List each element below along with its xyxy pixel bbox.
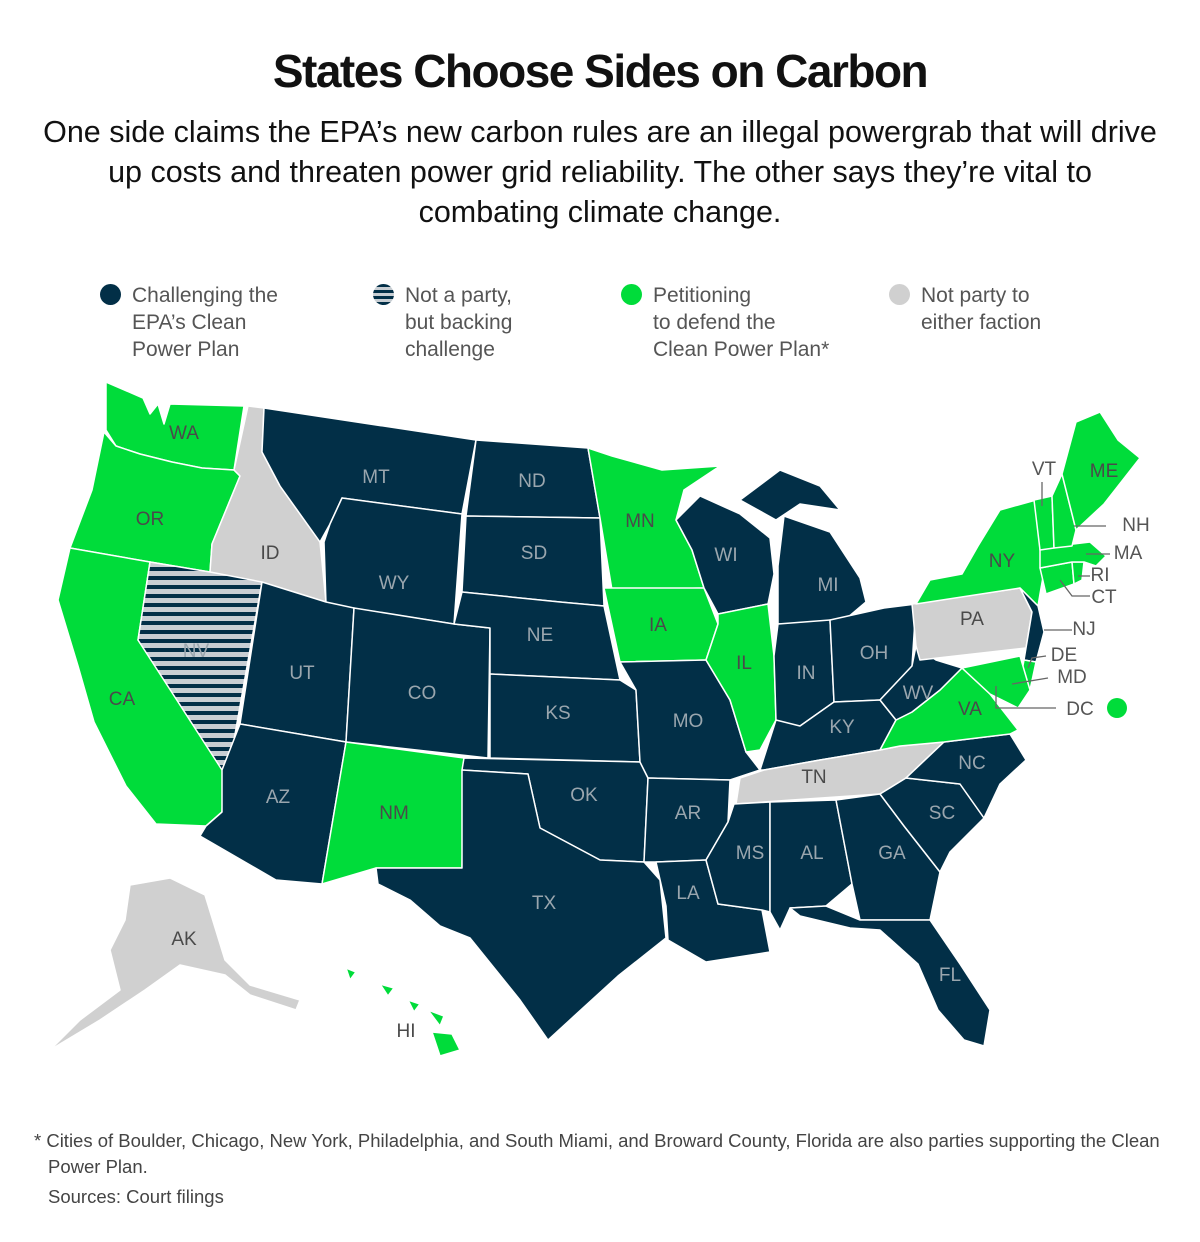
dc-marker-icon	[1107, 698, 1127, 718]
state-label-nj: NJ	[1072, 619, 1095, 640]
state-label-sc: SC	[929, 803, 955, 824]
state-md	[961, 655, 1031, 709]
state-label-tx: TX	[532, 893, 557, 914]
leader-line-de	[1027, 655, 1047, 669]
state-label-tn: TN	[801, 767, 826, 788]
state-label-de: DE	[1051, 645, 1077, 666]
legend-item-challenging: Challenging the EPA’s Clean Power Plan	[100, 282, 278, 363]
sources: Sources: Court filings	[48, 1186, 224, 1207]
us-map: WA OR CA ID NV MT WY UT AZ CO NM ND SD NE KS OK TX MN IA MO…	[49, 381, 1150, 1057]
state-label-nm: NM	[379, 803, 409, 824]
leader-line-ct	[1059, 579, 1090, 597]
state-label-ri: RI	[1091, 565, 1110, 586]
state-label-mi: MI	[817, 575, 838, 596]
state-wy	[323, 497, 463, 625]
state-label-oh: OH	[860, 643, 889, 664]
state-mi	[739, 469, 867, 625]
state-ri	[1071, 561, 1085, 585]
legend-item-backing: Not a party, but backing challenge	[373, 282, 512, 363]
state-label-ok: OK	[570, 785, 598, 806]
state-label-hi: HI	[397, 1021, 416, 1042]
state-label-il: IL	[736, 653, 752, 674]
state-label-in: IN	[797, 663, 816, 684]
state-label-pa: PA	[960, 609, 984, 630]
state-co	[345, 607, 491, 759]
state-labels: WA OR CA ID NV MT WY UT AZ CO NM ND SD NE KS OK TX MN IA MO…	[109, 423, 1150, 1042]
state-label-al: AL	[800, 843, 823, 864]
state-label-ma: MA	[1114, 543, 1143, 564]
state-label-nv: NV	[183, 641, 210, 662]
state-label-ak: AK	[171, 929, 197, 950]
state-label-ne: NE	[527, 625, 553, 646]
leader-lines	[995, 482, 1110, 709]
state-label-fl: FL	[939, 965, 961, 986]
state-label-wi: WI	[714, 545, 737, 566]
state-ma	[1039, 541, 1107, 569]
state-label-md: MD	[1057, 667, 1087, 688]
state-label-ut: UT	[289, 663, 315, 684]
legend: Challenging the EPA’s Clean Power Plan N…	[0, 282, 1200, 372]
state-label-la: LA	[676, 883, 700, 904]
state-label-ar: AR	[675, 803, 701, 824]
state-label-ca: CA	[109, 689, 136, 710]
state-ny	[915, 499, 1047, 607]
page-title: States Choose Sides on Carbon	[272, 45, 929, 97]
state-label-ms: MS	[736, 843, 765, 864]
legend-label-neither: Not party to either faction	[921, 284, 1042, 334]
state-label-mn: MN	[625, 511, 655, 532]
state-label-dc: DC	[1066, 699, 1093, 720]
state-label-mt: MT	[362, 467, 390, 488]
legend-item-neither: Not party to either faction	[889, 282, 1041, 336]
state-label-mo: MO	[673, 711, 704, 732]
legend-item-defending: Petitioning to defend the Clean Power Pl…	[621, 282, 829, 363]
state-hi	[345, 967, 461, 1057]
states-layer	[49, 381, 1141, 1057]
state-label-ny: NY	[989, 551, 1016, 572]
state-label-ia: IA	[649, 615, 667, 636]
state-label-ga: GA	[878, 843, 906, 864]
state-label-wy: WY	[379, 573, 410, 594]
state-wi	[675, 495, 775, 615]
leader-line-md	[1011, 677, 1049, 685]
state-label-sd: SD	[521, 543, 547, 564]
leader-line-dc	[995, 686, 1056, 709]
state-label-ks: KS	[545, 703, 570, 724]
state-label-or: OR	[136, 509, 165, 530]
state-label-wa: WA	[169, 423, 199, 444]
footnote: * Cities of Boulder, Chicago, New York, …	[34, 1130, 1160, 1177]
state-label-me: ME	[1090, 461, 1119, 482]
swatch-backing-icon	[373, 284, 394, 305]
swatch-defending-icon	[621, 284, 642, 305]
state-label-ct: CT	[1091, 587, 1117, 608]
state-label-nc: NC	[958, 753, 985, 774]
swatch-neither-icon	[889, 284, 910, 305]
legend-label-defending: Petitioning to defend the Clean Power Pl…	[653, 284, 830, 361]
state-label-va: VA	[958, 699, 982, 720]
state-nh	[1051, 473, 1077, 549]
state-ak	[49, 877, 301, 1051]
swatch-challenging-icon	[100, 284, 121, 305]
state-il	[705, 603, 777, 753]
state-label-id: ID	[261, 543, 280, 564]
subtitle: One side claims the EPA’s new carbon rul…	[43, 115, 1157, 229]
state-label-nh: NH	[1122, 515, 1149, 536]
state-label-wv: WV	[903, 683, 934, 704]
state-label-vt: VT	[1032, 459, 1057, 480]
state-tx	[375, 769, 667, 1041]
state-label-nd: ND	[518, 471, 545, 492]
state-fl	[789, 905, 991, 1047]
legend-label-challenging: Challenging the EPA’s Clean Power Plan	[132, 284, 278, 361]
state-label-az: AZ	[266, 787, 291, 808]
state-label-co: CO	[408, 683, 437, 704]
state-label-ky: KY	[829, 717, 855, 738]
legend-label-backing: Not a party, but backing challenge	[405, 284, 513, 361]
